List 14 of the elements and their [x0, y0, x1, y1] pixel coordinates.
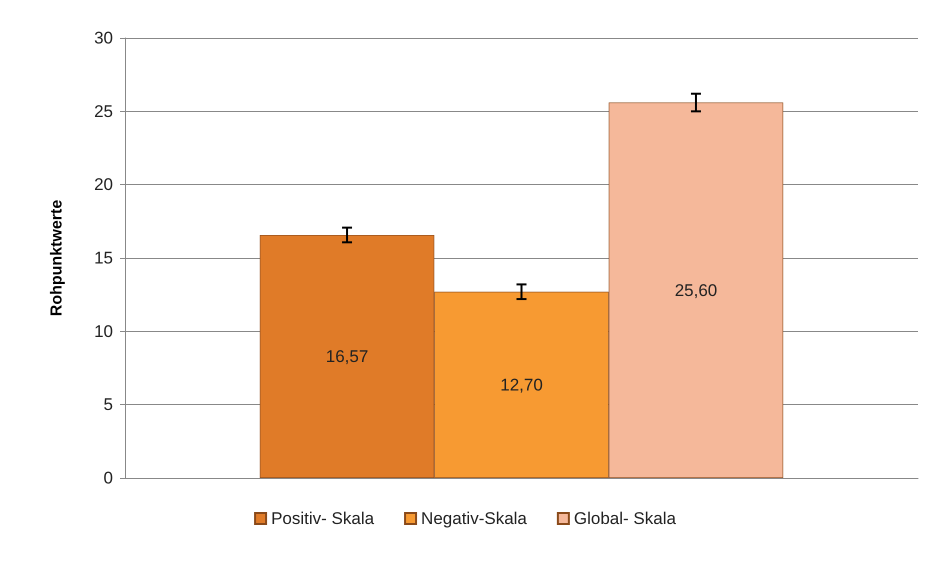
legend-label: Positiv- Skala — [271, 509, 375, 528]
y-tick-label: 5 — [104, 395, 113, 414]
y-tick-label: 0 — [104, 468, 113, 488]
y-tick-label: 25 — [94, 102, 113, 121]
y-tick-label: 15 — [94, 248, 113, 268]
y-tick-label: 10 — [94, 322, 113, 341]
data-label: 12,70 — [500, 375, 543, 394]
data-label: 16,57 — [326, 346, 368, 366]
legend-label: Global- Skala — [574, 509, 676, 528]
y-axis-title: Rohpunktwerte — [48, 200, 66, 316]
data-label: 25,60 — [674, 280, 718, 300]
y-tick-label: 30 — [94, 28, 113, 48]
y-tick-label: 20 — [94, 175, 113, 194]
legend-label: Negativ-Skala — [421, 509, 528, 528]
